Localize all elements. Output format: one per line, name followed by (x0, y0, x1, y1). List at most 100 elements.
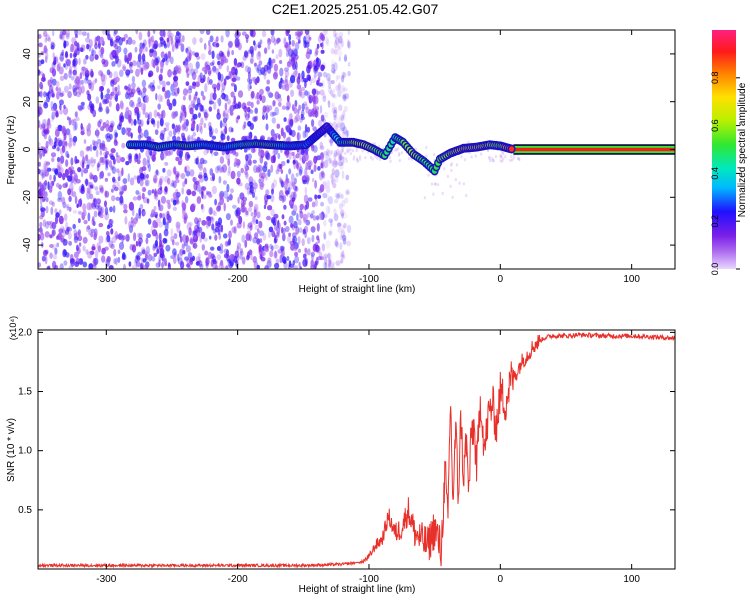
noise-point (312, 126, 318, 132)
noise-point (87, 251, 93, 259)
noise-point (219, 249, 224, 254)
noise-point (340, 254, 346, 260)
noise-point (193, 234, 198, 243)
noise-point (258, 60, 263, 66)
noise-point (186, 222, 192, 231)
noise-point (192, 81, 197, 87)
noise-point (196, 220, 200, 229)
noise-point (288, 168, 292, 175)
noise-point (159, 117, 164, 127)
noise-point (40, 184, 45, 191)
noise-point (200, 125, 203, 135)
noise-point (341, 250, 345, 258)
noise-point (316, 90, 321, 95)
noise-point (210, 246, 215, 251)
noise-point (184, 126, 189, 132)
noise-point (315, 244, 320, 253)
noise-point (154, 222, 159, 228)
noise-point (304, 257, 308, 267)
noise-point (97, 205, 103, 214)
noise-point (106, 225, 111, 230)
noise-point (98, 48, 104, 57)
noise-point (166, 81, 171, 86)
noise-point (300, 91, 306, 99)
noise-point (193, 96, 196, 105)
noise-point (94, 186, 99, 191)
noise-point (58, 34, 64, 40)
noise-point (47, 265, 51, 269)
noise-point (446, 174, 450, 179)
noise-point (99, 206, 105, 214)
noise-point (266, 79, 271, 85)
noise-point (323, 253, 329, 259)
noise-point (116, 155, 122, 164)
noise-point (39, 198, 43, 205)
noise-point (378, 157, 381, 162)
noise-point (270, 193, 275, 203)
noise-point (220, 259, 224, 267)
noise-point (99, 187, 104, 193)
noise-point (323, 111, 329, 119)
noise-point (191, 71, 197, 81)
noise-point (333, 30, 337, 38)
noise-point (272, 150, 276, 155)
noise-point (313, 164, 317, 173)
noise-point (248, 249, 253, 256)
noise-point (199, 30, 205, 35)
noise-point (158, 43, 162, 48)
noise-point (159, 38, 165, 45)
noise-point (57, 190, 63, 200)
noise-point (87, 122, 91, 132)
noise-point (60, 51, 64, 57)
noise-point (337, 82, 341, 91)
noise-point (332, 88, 336, 93)
noise-point (287, 186, 291, 195)
noise-point (227, 262, 231, 267)
noise-point (122, 235, 126, 241)
noise-point (181, 132, 185, 138)
noise-point (181, 187, 185, 195)
noise-point (252, 215, 256, 223)
noise-point (266, 65, 272, 74)
noise-point (315, 155, 319, 162)
noise-point (292, 204, 298, 213)
noise-point (328, 259, 332, 264)
noise-point (83, 168, 89, 174)
noise-point (296, 35, 301, 40)
colorbar-ticks: 0.00.20.40.60.8 (710, 72, 740, 275)
noise-point (205, 257, 210, 266)
noise-point (175, 64, 179, 73)
noise-point (104, 190, 107, 198)
noise-point (289, 118, 294, 126)
noise-point (340, 229, 346, 238)
noise-point (273, 251, 278, 259)
noise-point (331, 102, 335, 111)
noise-point (256, 211, 261, 219)
snr-y-tick-label: 0.5 (18, 505, 32, 516)
noise-point (287, 235, 292, 244)
noise-point (222, 122, 228, 128)
noise-point (59, 56, 64, 61)
noise-point (77, 198, 83, 208)
noise-point (292, 182, 296, 190)
noise-point (205, 190, 209, 196)
noise-point (340, 114, 344, 121)
noise-point (333, 153, 337, 161)
noise-point (337, 122, 342, 129)
noise-point (336, 74, 341, 80)
noise-point (173, 233, 178, 240)
noise-point (245, 233, 251, 241)
noise-point (296, 132, 301, 141)
noise-point (160, 195, 166, 204)
noise-point (296, 213, 299, 221)
noise-point (204, 112, 209, 119)
noise-point (104, 154, 108, 159)
noise-point (298, 39, 301, 44)
noise-point (170, 40, 176, 48)
noise-point (261, 30, 267, 38)
noise-point (50, 45, 55, 50)
noise-point (61, 145, 66, 154)
noise-point (281, 105, 287, 110)
noise-point (51, 93, 55, 98)
noise-point (123, 263, 126, 269)
